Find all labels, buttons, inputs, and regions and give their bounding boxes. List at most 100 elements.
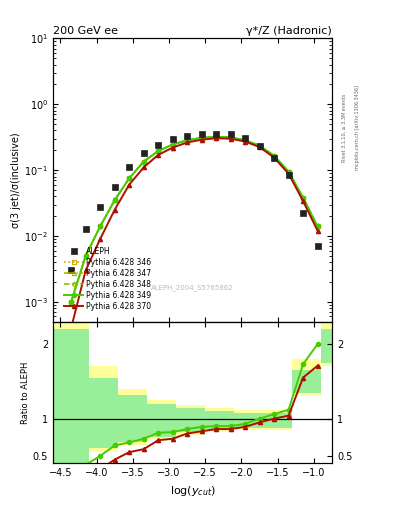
ALEPH (228, 131, 233, 137)
Pythia 6.428 349 (301, 195, 305, 201)
ALEPH (286, 172, 291, 178)
Pythia 6.428 349 (170, 141, 175, 147)
Pythia 6.428 348 (243, 137, 248, 143)
Legend: ALEPH, Pythia 6.428 346, Pythia 6.428 347, Pythia 6.428 348, Pythia 6.428 349, P: ALEPH, Pythia 6.428 346, Pythia 6.428 34… (61, 244, 154, 314)
Pythia 6.428 346 (286, 168, 291, 175)
X-axis label: log($y_{cut}$): log($y_{cut}$) (170, 484, 215, 498)
Pythia 6.428 346 (272, 153, 276, 159)
Pythia 6.428 346 (257, 143, 262, 149)
Pythia 6.428 348 (141, 159, 146, 165)
Pythia 6.428 346 (185, 137, 189, 143)
ALEPH (98, 203, 103, 209)
Pythia 6.428 370 (170, 144, 175, 151)
Pythia 6.428 347 (127, 175, 132, 181)
Pythia 6.428 370 (98, 236, 103, 242)
Pythia 6.428 348 (199, 135, 204, 141)
Pythia 6.428 347 (301, 195, 305, 201)
Y-axis label: Ratio to ALEPH: Ratio to ALEPH (21, 361, 30, 424)
Text: γ*/Z (Hadronic): γ*/Z (Hadronic) (246, 26, 332, 36)
Pythia 6.428 347 (272, 153, 276, 159)
Pythia 6.428 349 (286, 168, 291, 175)
Pythia 6.428 348 (315, 223, 320, 229)
Pythia 6.428 348 (69, 299, 73, 305)
Pythia 6.428 348 (170, 141, 175, 147)
Pythia 6.428 347 (243, 137, 248, 143)
Pythia 6.428 349 (69, 299, 73, 305)
Pythia 6.428 347 (170, 141, 175, 147)
Text: Rivet 3.1.10, ≥ 3.3M events: Rivet 3.1.10, ≥ 3.3M events (342, 94, 346, 162)
Pythia 6.428 346 (243, 137, 248, 143)
Line: Pythia 6.428 346: Pythia 6.428 346 (69, 135, 320, 304)
Pythia 6.428 347 (286, 168, 291, 175)
Pythia 6.428 370 (228, 136, 233, 142)
Text: ALEPH_2004_S5765862: ALEPH_2004_S5765862 (151, 284, 234, 291)
Pythia 6.428 348 (228, 134, 233, 140)
Pythia 6.428 370 (315, 228, 320, 234)
Pythia 6.428 370 (243, 138, 248, 144)
Pythia 6.428 370 (69, 325, 73, 331)
ALEPH (315, 243, 320, 249)
Pythia 6.428 348 (112, 197, 117, 203)
Pythia 6.428 346 (98, 223, 103, 229)
ALEPH (83, 225, 88, 231)
Pythia 6.428 348 (301, 195, 305, 201)
Pythia 6.428 346 (127, 175, 132, 181)
Pythia 6.428 370 (185, 139, 189, 145)
Pythia 6.428 346 (315, 223, 320, 229)
Pythia 6.428 370 (112, 207, 117, 213)
Line: Pythia 6.428 348: Pythia 6.428 348 (70, 135, 320, 304)
Pythia 6.428 370 (301, 198, 305, 204)
Pythia 6.428 346 (301, 195, 305, 201)
Pythia 6.428 349 (257, 143, 262, 149)
Pythia 6.428 349 (112, 197, 117, 203)
ALEPH (199, 131, 204, 137)
ALEPH (170, 136, 175, 142)
ALEPH (141, 150, 146, 156)
Text: mcplots.cern.ch [arXiv:1306.3436]: mcplots.cern.ch [arXiv:1306.3436] (355, 86, 360, 170)
Line: Pythia 6.428 349: Pythia 6.428 349 (69, 135, 320, 304)
ALEPH (185, 133, 189, 139)
Pythia 6.428 347 (69, 299, 73, 305)
Line: Pythia 6.428 347: Pythia 6.428 347 (69, 135, 320, 304)
Pythia 6.428 349 (127, 175, 132, 181)
ALEPH (301, 210, 305, 217)
Text: 200 GeV ee: 200 GeV ee (53, 26, 118, 36)
Pythia 6.428 370 (199, 137, 204, 143)
Line: ALEPH: ALEPH (68, 131, 321, 273)
Pythia 6.428 347 (141, 159, 146, 165)
Pythia 6.428 346 (69, 299, 73, 305)
ALEPH (69, 267, 73, 273)
Pythia 6.428 347 (156, 148, 160, 154)
Pythia 6.428 370 (156, 152, 160, 158)
Pythia 6.428 349 (214, 134, 219, 140)
Pythia 6.428 346 (112, 197, 117, 203)
Pythia 6.428 370 (214, 135, 219, 141)
Pythia 6.428 370 (272, 155, 276, 161)
Pythia 6.428 349 (199, 135, 204, 141)
Pythia 6.428 346 (170, 141, 175, 147)
Pythia 6.428 349 (185, 137, 189, 143)
Pythia 6.428 346 (141, 159, 146, 165)
ALEPH (214, 131, 219, 137)
Pythia 6.428 349 (243, 137, 248, 143)
Pythia 6.428 370 (286, 170, 291, 177)
Pythia 6.428 347 (257, 143, 262, 149)
Pythia 6.428 347 (199, 135, 204, 141)
Pythia 6.428 370 (83, 267, 88, 273)
ALEPH (127, 164, 132, 170)
ALEPH (257, 143, 262, 149)
Pythia 6.428 348 (272, 153, 276, 159)
Pythia 6.428 348 (185, 137, 189, 143)
Pythia 6.428 348 (214, 134, 219, 140)
Y-axis label: σ(3 jet)/σ(inclusive): σ(3 jet)/σ(inclusive) (11, 132, 22, 228)
Pythia 6.428 349 (315, 223, 320, 229)
Pythia 6.428 349 (98, 223, 103, 229)
Pythia 6.428 346 (214, 134, 219, 140)
Pythia 6.428 370 (127, 182, 132, 188)
Pythia 6.428 348 (98, 223, 103, 229)
Pythia 6.428 347 (214, 134, 219, 140)
Pythia 6.428 347 (185, 137, 189, 143)
Pythia 6.428 346 (83, 253, 88, 259)
Pythia 6.428 347 (98, 223, 103, 229)
Pythia 6.428 348 (83, 253, 88, 259)
